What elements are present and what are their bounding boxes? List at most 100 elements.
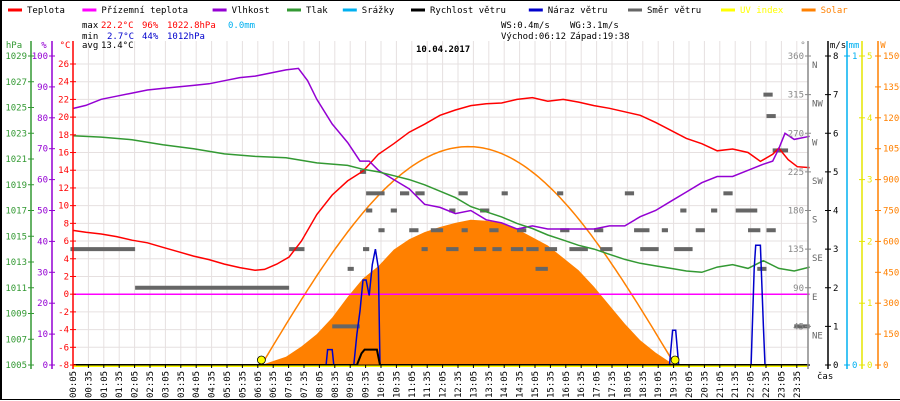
x-tick-label: 13:05 — [469, 371, 479, 398]
solar-tick-label: 600 — [883, 237, 899, 247]
x-tick-label: 12:35 — [454, 371, 464, 398]
wind-direction-mark — [634, 228, 650, 233]
x-tick-label: 02:05 — [131, 371, 141, 398]
wind-direction-mark — [366, 208, 373, 213]
compass-label: E — [812, 293, 817, 303]
x-tick-label: 02:35 — [146, 371, 156, 398]
solar-tick-label: 1200 — [883, 114, 900, 124]
wind-direction-mark — [640, 247, 659, 252]
temperature-tick-label: 8 — [64, 219, 69, 229]
wind-direction-mark — [135, 285, 290, 290]
direction-tick-label: 270 — [788, 129, 804, 139]
wind-direction-mark — [473, 247, 487, 252]
solar-tick-label: 1350 — [883, 83, 900, 93]
solar-tick-label: 750 — [883, 207, 899, 217]
wind-speed-tick-label: 1 — [833, 322, 838, 332]
uv-tick-label: 2 — [867, 237, 872, 247]
stat-max-temp: 22.2°C — [101, 21, 134, 31]
stat-sunset: Západ:19:38 — [570, 32, 630, 42]
wind-direction-mark — [415, 191, 425, 196]
pressure-tick-label: 1011 — [5, 284, 27, 294]
legend-label: Vlhkost — [232, 6, 270, 16]
x-tick-label: 14:35 — [516, 371, 526, 398]
wind-direction-mark — [794, 324, 810, 329]
chart-title: 10.04.2017 — [416, 45, 470, 55]
wind-direction-mark — [501, 191, 508, 196]
wind-direction-mark — [430, 228, 444, 233]
x-tick-label: 05:35 — [238, 371, 248, 398]
solar-tick-label: 300 — [883, 299, 899, 309]
wind-direction-mark — [735, 208, 758, 213]
wind-direction-mark — [458, 191, 468, 196]
stat-avg-label: avg — [82, 41, 98, 51]
solar-area — [261, 219, 675, 365]
x-tick-label: 14:05 — [500, 371, 510, 398]
x-tick-label: 11:05 — [408, 371, 418, 398]
wind-direction-mark — [560, 228, 570, 233]
compass-label: N — [812, 61, 817, 71]
direction-tick-label: 315 — [788, 91, 804, 101]
wind-direction-mark — [366, 191, 385, 196]
uv-tick-label: 4 — [867, 114, 872, 124]
humidity-tick-label: 10 — [37, 330, 48, 340]
wind-direction-mark — [535, 266, 548, 271]
pressure-tick-label: 1015 — [5, 232, 27, 242]
x-tick-label: 00:05 — [69, 371, 79, 398]
compass-label: SW — [812, 177, 823, 187]
stat-min-label: min — [82, 32, 98, 42]
x-tick-label: 21:05 — [716, 371, 726, 398]
humidity-tick-label: 80 — [37, 114, 48, 124]
humidity-tick-label: 100 — [32, 52, 48, 62]
wind-direction-mark — [390, 208, 397, 213]
humidity-tick-label: 60 — [37, 176, 48, 186]
wind-direction-mark — [624, 191, 635, 196]
wind-direction-mark — [766, 114, 776, 119]
humidity-line — [72, 67, 810, 230]
legend-label: Teplota — [27, 6, 65, 16]
wind-direction-mark — [594, 228, 604, 233]
legend-label: Náraz větru — [548, 6, 608, 16]
x-tick-label: 16:05 — [562, 371, 572, 398]
stat-min-press: 1012hPa — [167, 32, 205, 42]
wind-direction-mark — [461, 228, 468, 233]
x-tick-label: 22:35 — [762, 371, 772, 398]
wind-direction-mark — [544, 247, 558, 252]
humidity-tick-label: 30 — [37, 268, 48, 278]
legend-label: Přízemní teplota — [101, 6, 188, 16]
legend-label: Solar — [821, 6, 849, 16]
wind-speed-tick-label: 6 — [833, 129, 838, 139]
compass-label: W — [812, 138, 818, 148]
humidity-tick-label: 0 — [43, 361, 48, 371]
wind-direction-mark — [711, 208, 718, 213]
direction-tick-label: 90 — [793, 284, 804, 294]
pressure-tick-label: 1023 — [5, 129, 27, 139]
wind-direction-mark — [347, 266, 354, 271]
temperature-tick-label: 14 — [58, 166, 69, 176]
x-tick-label: 04:05 — [192, 371, 202, 398]
wind-direction-mark — [510, 247, 524, 252]
x-tick-label: 09:05 — [346, 371, 356, 398]
wind-direction-mark — [492, 247, 502, 252]
stat-max-press: 1022.8hPa — [167, 21, 216, 31]
wind-direction-mark — [723, 191, 733, 196]
x-tick-label: 04:35 — [208, 371, 218, 398]
temperature-tick-label: -2 — [58, 308, 69, 318]
temperature-tick-label: 24 — [58, 78, 69, 88]
legend-label: Srážky — [362, 6, 395, 16]
x-tick-label: 10:35 — [392, 371, 402, 398]
pressure-tick-label: 1021 — [5, 155, 27, 165]
solar-axis-unit: W — [880, 41, 886, 51]
x-tick-label: 08:35 — [331, 371, 341, 398]
uv-tick-label: 0 — [867, 361, 872, 371]
temperature-tick-label: 6 — [64, 237, 69, 247]
wind-direction-mark — [661, 228, 668, 233]
wind-direction-mark — [409, 228, 419, 233]
stat-wind-gust: WG:3.1m/s — [570, 21, 619, 31]
temperature-tick-label: -8 — [58, 361, 69, 371]
wind-speed-tick-label: 3 — [833, 245, 838, 255]
direction-tick-label: 225 — [788, 168, 804, 178]
wind-speed-tick-label: 8 — [833, 52, 838, 62]
x-tick-label: 01:35 — [115, 371, 125, 398]
wind-speed-tick-label: 0 — [833, 361, 838, 371]
